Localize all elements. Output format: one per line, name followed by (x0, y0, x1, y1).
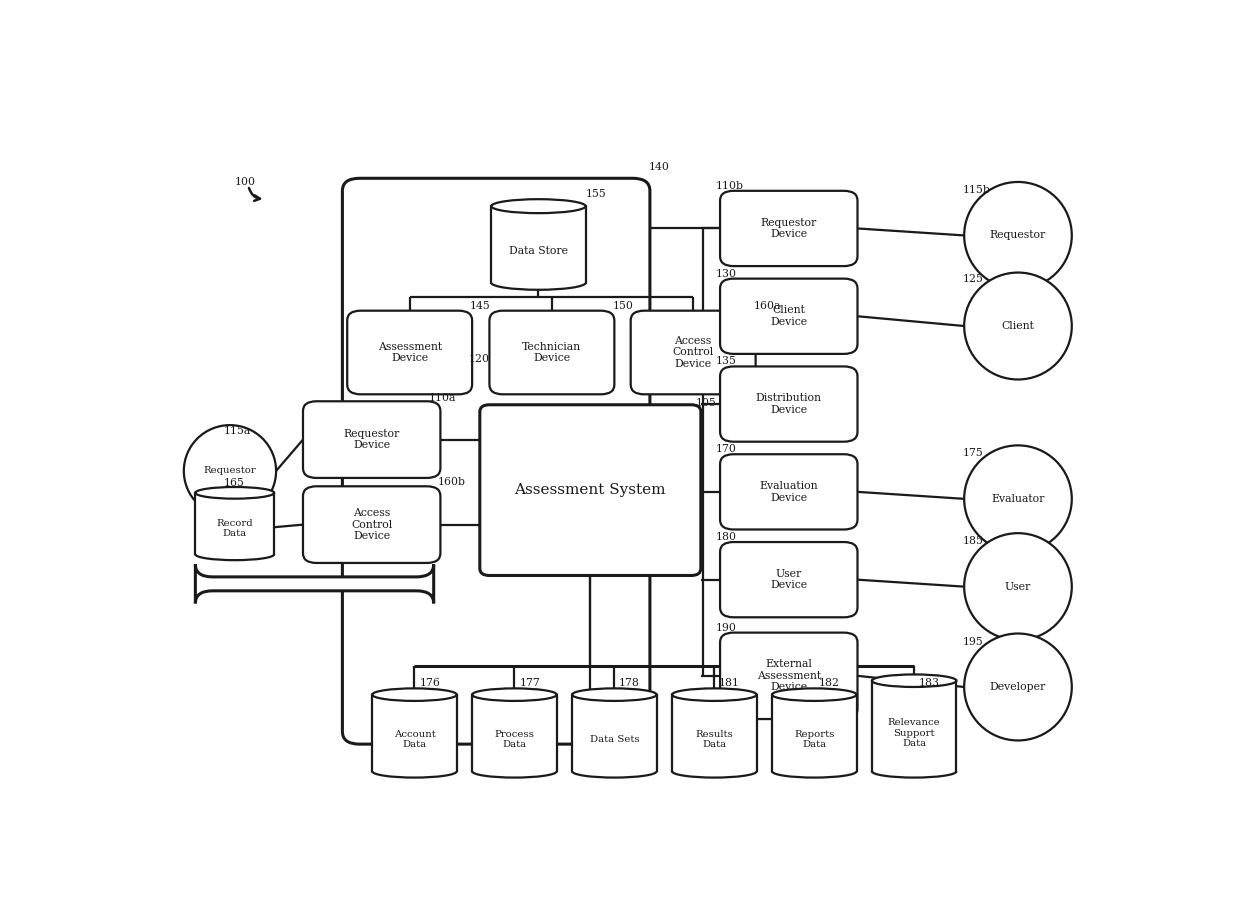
Text: Assessment System: Assessment System (515, 483, 666, 497)
FancyBboxPatch shape (631, 310, 755, 395)
Text: 190: 190 (715, 623, 737, 633)
Text: 160b: 160b (438, 477, 465, 487)
Text: Requestor: Requestor (203, 466, 257, 475)
Ellipse shape (965, 533, 1071, 640)
Text: User: User (1004, 582, 1032, 592)
Text: 183: 183 (919, 679, 940, 689)
FancyBboxPatch shape (720, 191, 858, 266)
Text: 110b: 110b (715, 181, 743, 191)
Ellipse shape (572, 689, 657, 700)
Text: 150: 150 (613, 300, 634, 310)
Bar (773, 695, 857, 771)
FancyBboxPatch shape (303, 486, 440, 563)
Text: 180: 180 (715, 532, 737, 542)
FancyBboxPatch shape (303, 401, 440, 478)
Text: Results
Data: Results Data (696, 729, 733, 749)
Text: 155: 155 (585, 189, 606, 199)
Text: Relevance
Support
Data: Relevance Support Data (888, 719, 940, 748)
Text: 115b: 115b (962, 185, 990, 195)
Text: 145: 145 (469, 300, 490, 310)
FancyBboxPatch shape (490, 310, 614, 395)
Ellipse shape (184, 425, 277, 517)
Text: Distribution
Device: Distribution Device (755, 394, 822, 414)
Text: 195: 195 (962, 636, 983, 646)
Text: Evaluator: Evaluator (991, 494, 1044, 504)
Ellipse shape (965, 634, 1071, 740)
FancyBboxPatch shape (720, 279, 858, 354)
Text: Assessment
Device: Assessment Device (378, 342, 441, 363)
Text: Access
Control
Device: Access Control Device (351, 508, 392, 541)
Text: User
Device: User Device (770, 569, 807, 590)
FancyBboxPatch shape (720, 633, 858, 719)
Text: 181: 181 (719, 679, 740, 689)
Bar (372, 695, 456, 771)
Text: 125: 125 (962, 274, 983, 284)
Text: 100: 100 (234, 177, 255, 187)
FancyBboxPatch shape (480, 405, 701, 576)
FancyBboxPatch shape (720, 542, 858, 617)
Text: 110a: 110a (429, 393, 456, 403)
Text: Requestor: Requestor (990, 231, 1047, 241)
Ellipse shape (372, 689, 456, 700)
Text: Technician
Device: Technician Device (522, 342, 582, 363)
FancyBboxPatch shape (720, 367, 858, 442)
Ellipse shape (491, 199, 585, 214)
Text: 160a: 160a (754, 300, 781, 310)
Text: 120: 120 (469, 354, 490, 364)
Text: 105: 105 (696, 398, 717, 408)
Text: 182: 182 (820, 679, 839, 689)
Text: Client: Client (1002, 321, 1034, 331)
FancyBboxPatch shape (196, 565, 434, 604)
Bar (472, 695, 557, 771)
Text: Process
Data: Process Data (495, 729, 534, 749)
Text: Data Sets: Data Sets (589, 735, 639, 744)
Text: Developer: Developer (990, 682, 1047, 692)
Bar (872, 681, 956, 771)
Text: 175: 175 (962, 448, 983, 459)
Ellipse shape (472, 689, 557, 700)
Text: Client
Device: Client Device (770, 306, 807, 327)
Text: Record
Data: Record Data (217, 519, 253, 538)
Text: Data Store: Data Store (508, 246, 568, 256)
Text: 185: 185 (962, 537, 983, 547)
Bar (572, 695, 657, 771)
Text: External
Assessment
Device: External Assessment Device (756, 659, 821, 692)
Bar (196, 493, 274, 555)
Bar (491, 206, 585, 282)
FancyBboxPatch shape (342, 178, 650, 744)
Text: Evaluation
Device: Evaluation Device (759, 481, 818, 502)
Text: Reports
Data: Reports Data (794, 729, 835, 749)
Ellipse shape (672, 689, 756, 700)
Text: 165: 165 (224, 479, 246, 489)
Text: 115a: 115a (224, 426, 252, 436)
Text: 177: 177 (520, 679, 539, 689)
Ellipse shape (773, 689, 857, 700)
Ellipse shape (196, 487, 274, 499)
FancyBboxPatch shape (720, 454, 858, 529)
Text: 140: 140 (649, 162, 670, 172)
Ellipse shape (965, 182, 1071, 289)
Ellipse shape (965, 272, 1071, 379)
FancyBboxPatch shape (347, 310, 472, 395)
Text: 135: 135 (715, 357, 737, 367)
Text: Requestor
Device: Requestor Device (760, 218, 817, 239)
Text: 170: 170 (715, 444, 737, 454)
Text: 178: 178 (619, 679, 640, 689)
Ellipse shape (872, 674, 956, 687)
Text: 130: 130 (715, 269, 737, 279)
Text: Access
Control
Device: Access Control Device (672, 336, 714, 369)
Text: Requestor
Device: Requestor Device (343, 429, 399, 451)
Ellipse shape (965, 445, 1071, 552)
Text: Account
Data: Account Data (393, 729, 435, 749)
Bar (672, 695, 756, 771)
Text: 176: 176 (419, 679, 440, 689)
